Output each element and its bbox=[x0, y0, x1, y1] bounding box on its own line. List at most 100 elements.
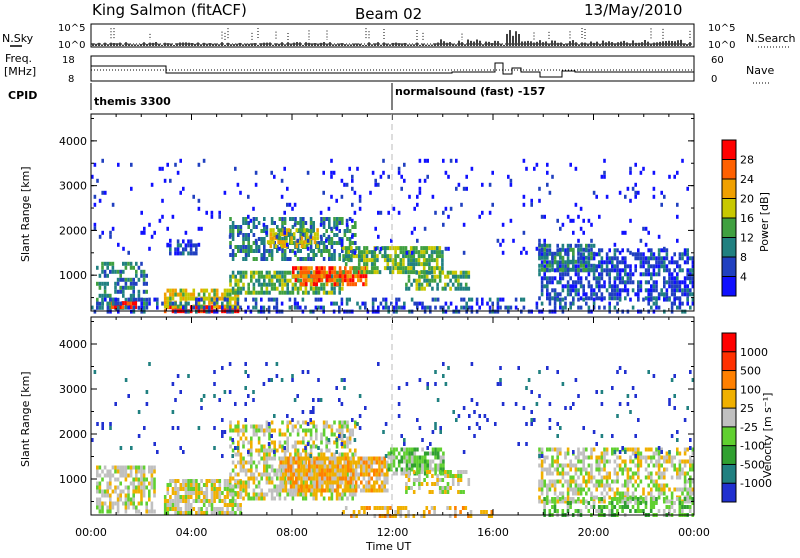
velocity-cell bbox=[640, 496, 643, 500]
power-cell bbox=[439, 306, 442, 310]
power-cell bbox=[394, 258, 397, 262]
velocity-cell bbox=[666, 505, 669, 509]
velocity-cell bbox=[483, 510, 486, 514]
power-cell bbox=[253, 221, 256, 225]
power-cell bbox=[268, 298, 271, 302]
power-cell bbox=[689, 292, 692, 296]
velocity-cell bbox=[452, 478, 455, 482]
velocity-cell bbox=[138, 490, 141, 494]
velocity-cell bbox=[582, 497, 585, 501]
power-cell bbox=[647, 302, 650, 306]
power-cell bbox=[331, 257, 334, 261]
velocity-cell bbox=[324, 477, 327, 481]
power-cell bbox=[351, 203, 354, 207]
velocity-cell bbox=[271, 465, 274, 469]
power-cell bbox=[377, 306, 380, 310]
power-cell bbox=[428, 266, 431, 270]
power-cell bbox=[603, 280, 606, 284]
power-cell bbox=[242, 257, 245, 261]
velocity-cell bbox=[590, 452, 593, 456]
power-cell bbox=[371, 262, 374, 266]
power-cell bbox=[676, 203, 679, 207]
power-cell bbox=[577, 239, 580, 243]
power-cell bbox=[351, 187, 354, 191]
power-cell bbox=[316, 244, 319, 248]
power-cell bbox=[634, 195, 637, 199]
velocity-cell bbox=[320, 453, 323, 457]
power-cell bbox=[279, 291, 282, 295]
power-cell bbox=[549, 264, 552, 268]
velocity-cell bbox=[151, 474, 154, 478]
power-cell bbox=[252, 298, 255, 302]
velocity-cell bbox=[329, 461, 332, 465]
power-cell bbox=[224, 305, 227, 309]
velocity-cell bbox=[556, 468, 559, 472]
velocity-cell bbox=[567, 480, 570, 484]
velocity-cell bbox=[541, 448, 544, 452]
power-cell bbox=[481, 183, 484, 187]
velocity-cell bbox=[588, 509, 591, 513]
velocity-cell bbox=[603, 505, 606, 509]
velocity-cell bbox=[240, 493, 243, 497]
power-cell bbox=[242, 287, 245, 291]
velocity-cell bbox=[224, 495, 227, 499]
velocity-cell bbox=[302, 497, 305, 501]
power-cell bbox=[462, 275, 465, 279]
velocity-cell bbox=[263, 461, 266, 465]
velocity-cell bbox=[567, 472, 570, 476]
power-cell bbox=[569, 292, 572, 296]
velocity-cell bbox=[684, 452, 687, 456]
velocity-cell bbox=[562, 484, 565, 488]
power-cell bbox=[423, 258, 426, 262]
power-cell bbox=[169, 302, 172, 306]
velocity-cell bbox=[387, 510, 390, 514]
velocity-cell bbox=[378, 473, 381, 477]
velocity-cell bbox=[650, 497, 653, 501]
power-cell bbox=[101, 191, 104, 195]
velocity-cell bbox=[258, 493, 261, 497]
power-cell bbox=[355, 270, 358, 274]
velocity-cell bbox=[234, 402, 237, 406]
velocity-cell bbox=[106, 482, 109, 486]
velocity-cell bbox=[559, 497, 562, 501]
power-cell bbox=[255, 271, 258, 275]
power-cell bbox=[355, 246, 358, 250]
power-cell bbox=[281, 310, 284, 314]
velocity-cell bbox=[229, 473, 232, 477]
power-cell bbox=[580, 268, 583, 272]
power-cell bbox=[673, 302, 676, 306]
power-cell bbox=[349, 229, 352, 233]
power-cell bbox=[245, 275, 248, 279]
power-cell bbox=[245, 249, 248, 253]
velocity-cell bbox=[621, 505, 624, 509]
velocity-cell bbox=[180, 495, 183, 499]
power-cell bbox=[655, 256, 658, 260]
velocity-cell bbox=[224, 511, 227, 515]
velocity-cell bbox=[200, 507, 203, 511]
power-cell bbox=[410, 270, 413, 274]
power-cell bbox=[148, 302, 151, 306]
velocity-cell bbox=[182, 450, 185, 454]
velocity-cell bbox=[418, 478, 421, 482]
power-cell bbox=[296, 302, 299, 306]
power-cell bbox=[316, 236, 319, 240]
power-cell bbox=[323, 217, 326, 221]
power-cell bbox=[434, 279, 437, 283]
velocity-cell bbox=[226, 495, 229, 499]
velocity-cell bbox=[381, 461, 384, 465]
power-cell bbox=[169, 297, 172, 301]
velocity-cell bbox=[666, 484, 669, 488]
power-cell bbox=[301, 240, 304, 244]
velocity-cell bbox=[151, 470, 154, 474]
velocity-cell bbox=[621, 496, 624, 500]
power-cell bbox=[431, 266, 434, 270]
velocity-cell bbox=[321, 473, 324, 477]
power-cell bbox=[590, 244, 593, 248]
power-cell bbox=[341, 278, 344, 282]
power-cell bbox=[658, 235, 661, 239]
power-cell bbox=[588, 264, 591, 268]
velocity-cell bbox=[193, 479, 196, 483]
velocity-cell bbox=[226, 487, 229, 491]
power-cell bbox=[671, 288, 674, 292]
power-cell bbox=[562, 288, 565, 292]
